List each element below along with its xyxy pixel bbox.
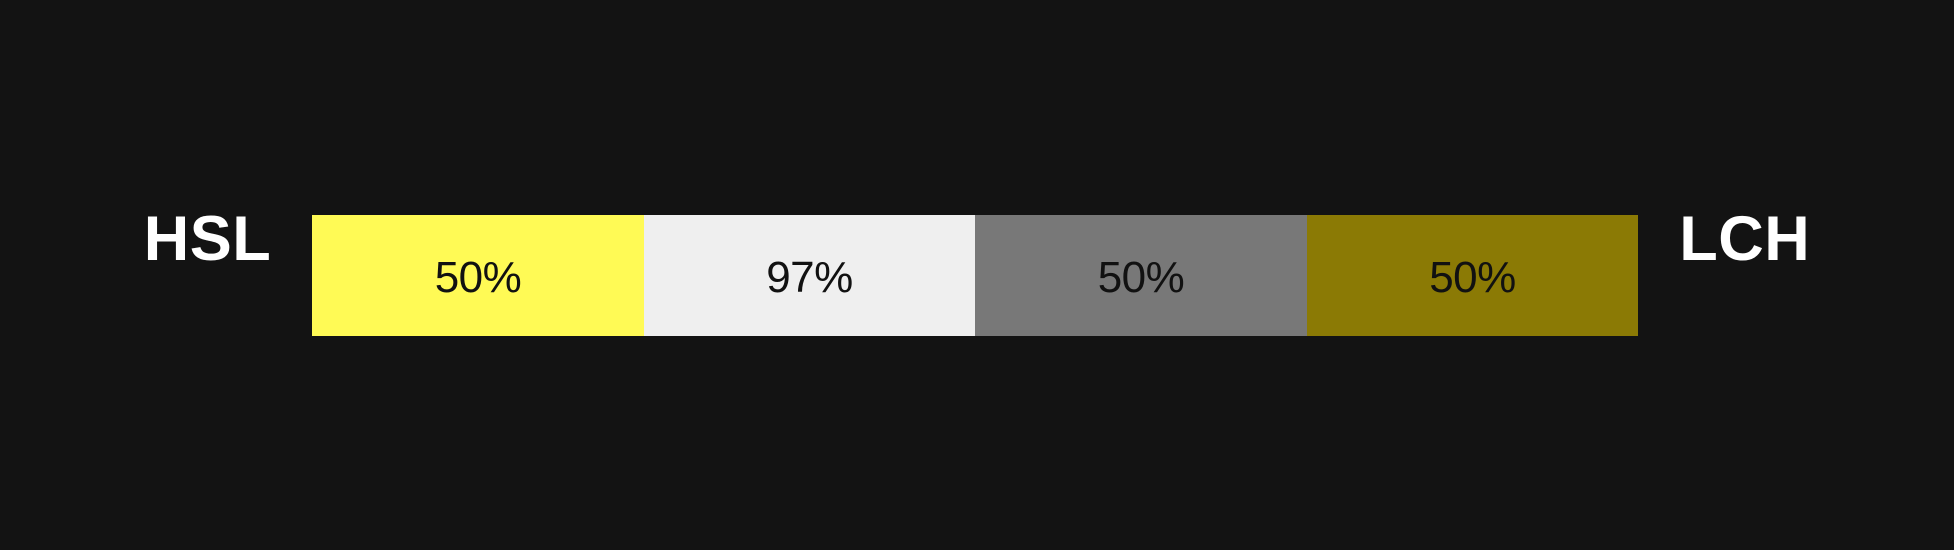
lch-label: LCH (1679, 203, 1811, 274)
lightness-bar: 50% 97% 50% 50% (312, 214, 1639, 336)
segment-lch-white: 97% (643, 214, 976, 336)
hsl-label: HSL (143, 203, 272, 274)
segment-value-label: 97% (766, 253, 853, 302)
segment-value-label: 50% (434, 253, 522, 302)
segment-mid-gray: 50% (975, 214, 1307, 336)
segment-value-label: 50% (1429, 253, 1516, 302)
segment-value-label: 50% (1097, 253, 1185, 302)
segment-hsl-yellow: 50% (312, 214, 644, 336)
segment-lch-olive: 50% (1306, 214, 1639, 336)
hsl-lch-comparison: HSL 50% 97% 50% 50% LCH (144, 207, 1810, 336)
